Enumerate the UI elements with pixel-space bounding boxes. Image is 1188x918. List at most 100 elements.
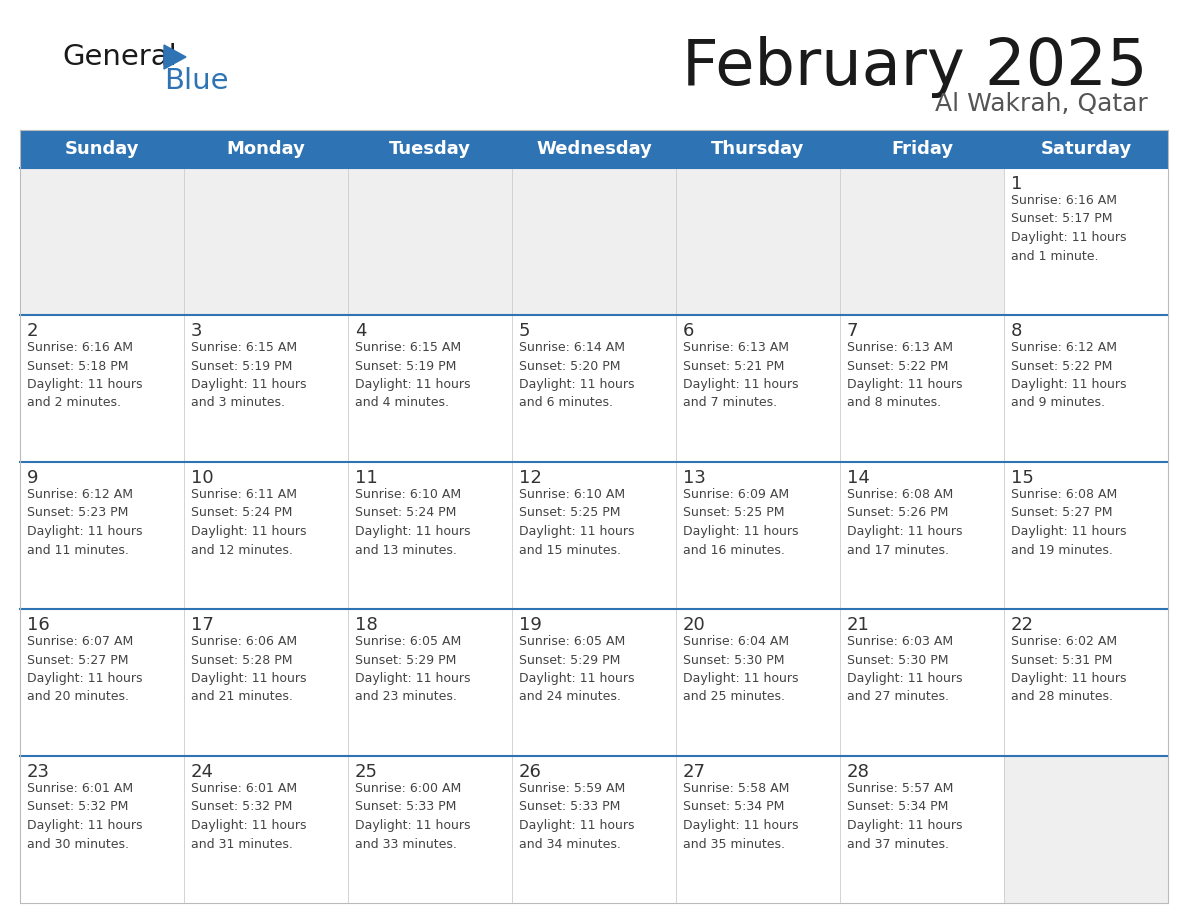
Bar: [20, 609, 184, 756]
Text: 26: 26: [519, 763, 542, 781]
Text: Tuesday: Tuesday: [388, 140, 470, 158]
Text: Sunrise: 6:06 AM
Sunset: 5:28 PM
Daylight: 11 hours
and 21 minutes.: Sunrise: 6:06 AM Sunset: 5:28 PM Dayligh…: [191, 635, 307, 703]
Text: Sunrise: 6:01 AM
Sunset: 5:32 PM
Daylight: 11 hours
and 31 minutes.: Sunrise: 6:01 AM Sunset: 5:32 PM Dayligh…: [191, 782, 307, 850]
Text: Sunrise: 6:13 AM
Sunset: 5:21 PM
Daylight: 11 hours
and 7 minutes.: Sunrise: 6:13 AM Sunset: 5:21 PM Dayligh…: [683, 341, 798, 409]
Bar: [184, 168, 348, 315]
Text: 12: 12: [519, 469, 542, 487]
Text: 10: 10: [191, 469, 214, 487]
Text: Sunrise: 5:59 AM
Sunset: 5:33 PM
Daylight: 11 hours
and 34 minutes.: Sunrise: 5:59 AM Sunset: 5:33 PM Dayligh…: [519, 782, 634, 850]
Text: Friday: Friday: [891, 140, 953, 158]
Bar: [676, 168, 840, 315]
Text: 16: 16: [27, 616, 50, 634]
Bar: [1004, 609, 1168, 756]
Text: Sunrise: 6:16 AM
Sunset: 5:18 PM
Daylight: 11 hours
and 2 minutes.: Sunrise: 6:16 AM Sunset: 5:18 PM Dayligh…: [27, 341, 143, 409]
Text: February 2025: February 2025: [682, 36, 1148, 98]
Bar: [1004, 168, 1168, 315]
Text: Sunrise: 6:10 AM
Sunset: 5:24 PM
Daylight: 11 hours
and 13 minutes.: Sunrise: 6:10 AM Sunset: 5:24 PM Dayligh…: [355, 488, 470, 556]
Text: 1: 1: [1011, 175, 1023, 193]
Bar: [184, 315, 348, 462]
Text: Sunrise: 6:15 AM
Sunset: 5:19 PM
Daylight: 11 hours
and 3 minutes.: Sunrise: 6:15 AM Sunset: 5:19 PM Dayligh…: [191, 341, 307, 409]
Bar: [512, 756, 676, 903]
Text: 14: 14: [847, 469, 870, 487]
Bar: [20, 130, 1168, 168]
Text: 27: 27: [683, 763, 706, 781]
Text: Sunrise: 5:58 AM
Sunset: 5:34 PM
Daylight: 11 hours
and 35 minutes.: Sunrise: 5:58 AM Sunset: 5:34 PM Dayligh…: [683, 782, 798, 850]
Bar: [20, 168, 184, 315]
Text: 25: 25: [355, 763, 378, 781]
Bar: [676, 756, 840, 903]
Text: 21: 21: [847, 616, 870, 634]
Text: Sunrise: 6:08 AM
Sunset: 5:26 PM
Daylight: 11 hours
and 17 minutes.: Sunrise: 6:08 AM Sunset: 5:26 PM Dayligh…: [847, 488, 962, 556]
Bar: [184, 609, 348, 756]
Text: Sunrise: 6:01 AM
Sunset: 5:32 PM
Daylight: 11 hours
and 30 minutes.: Sunrise: 6:01 AM Sunset: 5:32 PM Dayligh…: [27, 782, 143, 850]
Bar: [20, 462, 184, 609]
Text: 11: 11: [355, 469, 378, 487]
Text: Sunrise: 6:12 AM
Sunset: 5:22 PM
Daylight: 11 hours
and 9 minutes.: Sunrise: 6:12 AM Sunset: 5:22 PM Dayligh…: [1011, 341, 1126, 409]
Text: 2: 2: [27, 322, 38, 340]
Text: 13: 13: [683, 469, 706, 487]
Text: Monday: Monday: [227, 140, 305, 158]
Text: 6: 6: [683, 322, 694, 340]
Text: General: General: [62, 43, 177, 71]
Text: Al Wakrah, Qatar: Al Wakrah, Qatar: [935, 92, 1148, 116]
Bar: [676, 609, 840, 756]
Bar: [348, 462, 512, 609]
Text: Thursday: Thursday: [712, 140, 804, 158]
Text: 19: 19: [519, 616, 542, 634]
Text: Sunrise: 6:04 AM
Sunset: 5:30 PM
Daylight: 11 hours
and 25 minutes.: Sunrise: 6:04 AM Sunset: 5:30 PM Dayligh…: [683, 635, 798, 703]
Text: Sunrise: 6:14 AM
Sunset: 5:20 PM
Daylight: 11 hours
and 6 minutes.: Sunrise: 6:14 AM Sunset: 5:20 PM Dayligh…: [519, 341, 634, 409]
Text: Sunrise: 5:57 AM
Sunset: 5:34 PM
Daylight: 11 hours
and 37 minutes.: Sunrise: 5:57 AM Sunset: 5:34 PM Dayligh…: [847, 782, 962, 850]
Text: Sunrise: 6:13 AM
Sunset: 5:22 PM
Daylight: 11 hours
and 8 minutes.: Sunrise: 6:13 AM Sunset: 5:22 PM Dayligh…: [847, 341, 962, 409]
Bar: [1004, 462, 1168, 609]
Bar: [512, 168, 676, 315]
Bar: [840, 315, 1004, 462]
Text: Sunrise: 6:15 AM
Sunset: 5:19 PM
Daylight: 11 hours
and 4 minutes.: Sunrise: 6:15 AM Sunset: 5:19 PM Dayligh…: [355, 341, 470, 409]
Bar: [348, 315, 512, 462]
Bar: [840, 756, 1004, 903]
Text: Saturday: Saturday: [1041, 140, 1132, 158]
Text: 20: 20: [683, 616, 706, 634]
Bar: [840, 168, 1004, 315]
Text: Sunrise: 6:08 AM
Sunset: 5:27 PM
Daylight: 11 hours
and 19 minutes.: Sunrise: 6:08 AM Sunset: 5:27 PM Dayligh…: [1011, 488, 1126, 556]
Text: 24: 24: [191, 763, 214, 781]
Bar: [1004, 315, 1168, 462]
Text: Sunrise: 6:10 AM
Sunset: 5:25 PM
Daylight: 11 hours
and 15 minutes.: Sunrise: 6:10 AM Sunset: 5:25 PM Dayligh…: [519, 488, 634, 556]
Polygon shape: [164, 45, 187, 69]
Bar: [840, 609, 1004, 756]
Text: Sunrise: 6:02 AM
Sunset: 5:31 PM
Daylight: 11 hours
and 28 minutes.: Sunrise: 6:02 AM Sunset: 5:31 PM Dayligh…: [1011, 635, 1126, 703]
Bar: [512, 609, 676, 756]
Text: Wednesday: Wednesday: [536, 140, 652, 158]
Text: 8: 8: [1011, 322, 1023, 340]
Text: 23: 23: [27, 763, 50, 781]
Text: Sunrise: 6:11 AM
Sunset: 5:24 PM
Daylight: 11 hours
and 12 minutes.: Sunrise: 6:11 AM Sunset: 5:24 PM Dayligh…: [191, 488, 307, 556]
Bar: [20, 315, 184, 462]
Bar: [676, 462, 840, 609]
Bar: [348, 756, 512, 903]
Text: Sunrise: 6:07 AM
Sunset: 5:27 PM
Daylight: 11 hours
and 20 minutes.: Sunrise: 6:07 AM Sunset: 5:27 PM Dayligh…: [27, 635, 143, 703]
Bar: [1004, 756, 1168, 903]
Text: Sunrise: 6:09 AM
Sunset: 5:25 PM
Daylight: 11 hours
and 16 minutes.: Sunrise: 6:09 AM Sunset: 5:25 PM Dayligh…: [683, 488, 798, 556]
Bar: [840, 462, 1004, 609]
Text: 9: 9: [27, 469, 38, 487]
Text: Sunrise: 6:05 AM
Sunset: 5:29 PM
Daylight: 11 hours
and 23 minutes.: Sunrise: 6:05 AM Sunset: 5:29 PM Dayligh…: [355, 635, 470, 703]
Bar: [184, 756, 348, 903]
Text: 17: 17: [191, 616, 214, 634]
Text: 28: 28: [847, 763, 870, 781]
Bar: [348, 609, 512, 756]
Text: Sunday: Sunday: [65, 140, 139, 158]
Text: Blue: Blue: [164, 67, 228, 95]
Bar: [512, 315, 676, 462]
Text: Sunrise: 6:12 AM
Sunset: 5:23 PM
Daylight: 11 hours
and 11 minutes.: Sunrise: 6:12 AM Sunset: 5:23 PM Dayligh…: [27, 488, 143, 556]
Bar: [184, 462, 348, 609]
Text: 4: 4: [355, 322, 367, 340]
Bar: [512, 462, 676, 609]
Bar: [20, 756, 184, 903]
Bar: [348, 168, 512, 315]
Text: Sunrise: 6:05 AM
Sunset: 5:29 PM
Daylight: 11 hours
and 24 minutes.: Sunrise: 6:05 AM Sunset: 5:29 PM Dayligh…: [519, 635, 634, 703]
Text: Sunrise: 6:16 AM
Sunset: 5:17 PM
Daylight: 11 hours
and 1 minute.: Sunrise: 6:16 AM Sunset: 5:17 PM Dayligh…: [1011, 194, 1126, 263]
Text: Sunrise: 6:03 AM
Sunset: 5:30 PM
Daylight: 11 hours
and 27 minutes.: Sunrise: 6:03 AM Sunset: 5:30 PM Dayligh…: [847, 635, 962, 703]
Text: 7: 7: [847, 322, 859, 340]
Text: 15: 15: [1011, 469, 1034, 487]
Bar: [676, 315, 840, 462]
Text: 22: 22: [1011, 616, 1034, 634]
